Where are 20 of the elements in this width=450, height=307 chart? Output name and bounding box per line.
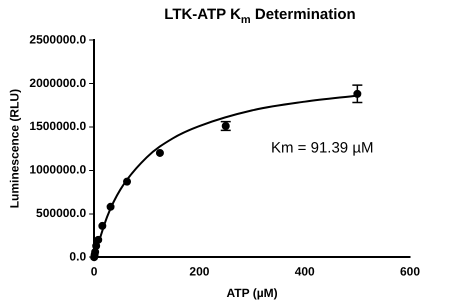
y-tick-label: 0.0 [69,250,86,264]
x-tick-label: 200 [189,264,210,279]
point [98,222,106,230]
x-tick-label: 0 [90,264,98,279]
x-tick-label: 400 [294,264,316,279]
point [156,148,164,157]
point [106,202,115,211]
point [92,242,100,250]
y-tick-label: 500000.0 [36,206,86,220]
point [94,236,102,244]
y-axis-title: Luminescence (RLU) [8,88,22,208]
y-tick-label: 2500000.0 [29,32,86,46]
point [123,178,132,186]
y-tick-label: 1500000.0 [29,119,86,134]
y-tick-label: 1000000.0 [29,162,86,177]
x-axis-title: ATP (µM) [226,286,278,300]
annotation: Km = 91.39 µM [271,140,374,157]
y-tick-label: 2000000.0 [29,76,86,90]
chart-title: LTK-ATP K$_{m}$ Determination [163,6,357,26]
x-tick-label: 600 [400,264,420,279]
